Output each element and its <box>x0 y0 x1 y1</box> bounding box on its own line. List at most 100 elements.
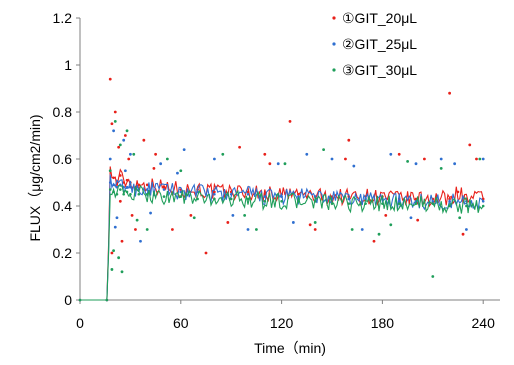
y-tick-label: 1 <box>64 57 72 73</box>
data-point <box>152 167 156 170</box>
data-point <box>142 138 146 142</box>
data-point <box>115 192 119 196</box>
data-point <box>139 239 142 243</box>
data-point <box>246 190 250 194</box>
data-point <box>308 223 312 227</box>
data-point <box>113 110 117 114</box>
data-point <box>263 152 267 156</box>
data-point <box>263 200 267 203</box>
data-point <box>456 190 460 194</box>
data-point <box>105 298 109 302</box>
x-axis-title: Time（min) <box>254 340 326 356</box>
data-point <box>154 152 158 156</box>
data-point <box>389 152 393 156</box>
data-point <box>110 122 114 126</box>
data-point <box>204 251 208 255</box>
data-point <box>347 197 351 201</box>
data-point <box>389 223 393 227</box>
legend-label-2: ②GIT_25μL <box>342 36 417 52</box>
data-point <box>162 195 166 198</box>
data-point <box>431 202 435 205</box>
data-point <box>297 192 300 196</box>
y-tick-label: 1.2 <box>53 10 73 26</box>
data-point <box>213 157 216 161</box>
data-point <box>213 190 216 194</box>
data-point <box>165 157 169 161</box>
x-tick-label: 120 <box>270 315 294 331</box>
data-point <box>268 162 272 166</box>
data-point <box>481 200 485 203</box>
data-point <box>110 268 114 271</box>
data-point <box>448 197 451 201</box>
data-point <box>113 225 117 229</box>
data-point <box>179 169 183 173</box>
data-point <box>414 202 418 205</box>
data-point <box>453 162 457 166</box>
data-point <box>372 239 376 243</box>
data-point <box>145 228 149 231</box>
data-point <box>162 188 166 191</box>
data-point <box>288 120 292 123</box>
data-point <box>78 298 82 302</box>
data-point <box>122 181 125 184</box>
data-point <box>475 157 478 161</box>
data-point <box>478 157 482 161</box>
data-point <box>132 152 136 156</box>
legend-label-1: ①GIT_20μL <box>342 10 417 26</box>
data-point <box>113 120 117 123</box>
data-point <box>313 200 317 203</box>
data-point <box>123 169 127 173</box>
data-point <box>280 195 283 198</box>
data-point <box>118 143 122 147</box>
data-point <box>145 183 149 187</box>
data-point <box>171 228 174 231</box>
data-point <box>352 164 356 168</box>
data-point <box>112 129 115 133</box>
data-point <box>291 221 295 224</box>
data-point <box>125 185 129 189</box>
data-point <box>468 143 472 147</box>
data-point <box>431 275 435 278</box>
data-point <box>189 214 193 217</box>
tick-labels-group: 0 0.2 0.4 0.6 0.8 1 1.2 0 60 120 180 240 <box>53 10 496 331</box>
data-point <box>448 91 451 95</box>
data-point <box>431 200 435 203</box>
data-point <box>246 228 250 231</box>
x-tick-label: 240 <box>472 315 496 331</box>
data-point <box>297 200 300 203</box>
data-point <box>350 228 354 231</box>
data-point <box>255 228 258 231</box>
data-point <box>145 192 149 196</box>
legend-marker-3 <box>332 68 336 72</box>
data-point <box>112 183 115 187</box>
data-point <box>127 157 131 161</box>
data-point <box>120 270 124 274</box>
data-point <box>347 202 351 205</box>
data-point <box>384 214 388 217</box>
data-point <box>108 169 112 173</box>
series-2 <box>78 129 485 302</box>
data-point <box>115 216 119 220</box>
data-point <box>344 157 347 161</box>
data-point <box>313 228 317 231</box>
data-point <box>125 129 129 133</box>
data-point <box>179 195 183 198</box>
y-tick-label: 0.8 <box>53 104 73 120</box>
data-point <box>283 162 287 166</box>
data-point <box>122 192 125 196</box>
data-point <box>397 200 401 203</box>
data-point <box>409 216 413 220</box>
data-point <box>439 157 443 161</box>
data-point <box>406 159 409 163</box>
data-point <box>110 251 114 255</box>
data-point <box>263 192 267 196</box>
data-point <box>360 228 364 231</box>
data-point <box>313 221 317 224</box>
data-point <box>134 228 137 231</box>
x-tick-label: 0 <box>76 315 84 331</box>
data-point <box>149 211 152 215</box>
data-point <box>117 145 121 149</box>
data-point <box>196 197 199 201</box>
